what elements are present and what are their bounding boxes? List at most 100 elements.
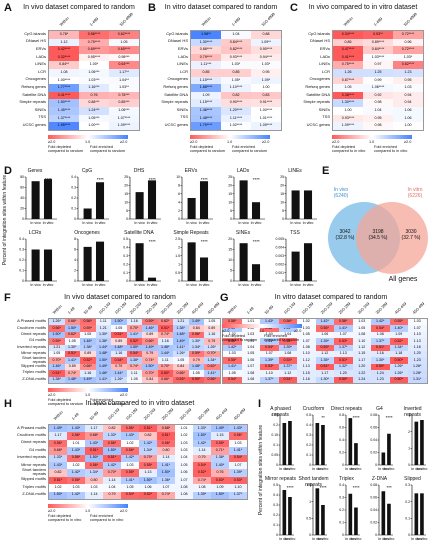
- d-tick-label: 0: [74, 217, 76, 221]
- d-bar: [31, 181, 40, 219]
- heatmap-g-cell: 1.30*: [315, 376, 334, 383]
- heatmap-g-cell: 0.51*: [315, 363, 334, 371]
- heatmap-g-cell: 1.12: [315, 350, 334, 358]
- heatmap-f-cell: 1.46*: [157, 344, 173, 351]
- heatmap-g-legend-mid: 1.0: [259, 329, 265, 333]
- i-tick-label: 0: [408, 533, 410, 537]
- panel-label-a: A: [4, 2, 12, 14]
- venn-in-vitro-name: In vitro: [407, 187, 423, 193]
- heatmap-g-cell: 1.08: [371, 331, 390, 339]
- d-bar: [251, 264, 261, 281]
- d-tick-label: 25: [228, 175, 232, 179]
- venn-in-vivo-label: In vivo (6240): [326, 187, 356, 199]
- i-x-label: In vitro: [318, 537, 329, 541]
- i-tick-label: 0: [309, 463, 311, 467]
- heatmap-g-cell: 0.56*: [278, 319, 297, 326]
- heatmap-f-cell: 1.48*: [173, 331, 189, 339]
- d-x-label: In vitro: [147, 221, 158, 225]
- heatmap-b-row-label: LINEs: [177, 61, 188, 67]
- heatmap-c-row-label: Satellite DNA: [306, 91, 330, 97]
- d-tick-label: 15: [124, 192, 128, 196]
- i-tick-label: 0.4: [339, 438, 344, 442]
- heatmap-h-cell: 0.68*: [49, 447, 67, 455]
- heatmap-b-row-label: UCSC genes: [164, 121, 188, 127]
- heatmap-h-cell: 0.53*: [211, 476, 229, 485]
- d-chart: Satellite DNA 0 0.1 0.2 0.3 0.4 0.5 In vivo In v…: [114, 230, 164, 290]
- i-bar: [381, 452, 386, 465]
- i-chart: Triplex 0 0.1 0.2 0.3 0.4 In vivo In vitro ****: [330, 476, 363, 544]
- heatmap-f-cell: 0.54*: [111, 357, 127, 364]
- heatmap-h-cell: 1.42*: [139, 439, 157, 448]
- i-axis: [312, 415, 327, 466]
- d-axis: [77, 239, 109, 282]
- i-tick-label: 0.06: [370, 426, 377, 430]
- d-axis: [129, 239, 161, 282]
- heatmap-g-cell: 1.03: [408, 319, 427, 326]
- d-bar: [199, 257, 209, 281]
- heatmap-c-legend: ≥2.0 1.0 ≥2.0 Fold depleted compared to in …: [332, 134, 422, 155]
- i-tick-label: 0.1: [405, 517, 410, 521]
- heatmap-h-cell: 0.55*: [211, 439, 229, 448]
- heatmap-b-cell: 1.30****: [191, 38, 221, 47]
- heatmap-a-cell: 0.98***: [109, 53, 139, 62]
- heatmap-g-cell: 1.37*: [334, 344, 353, 351]
- i-significance: ****: [386, 415, 393, 420]
- heatmap-h-cell: 0.55*: [139, 461, 157, 470]
- heatmap-f-cell: 1.05: [49, 350, 65, 358]
- d-tick-label: 0: [126, 279, 128, 283]
- d-significance: ****: [253, 177, 260, 182]
- heatmap-f-row-label: Slipped motifs: [20, 362, 46, 368]
- i-significance: **: [321, 415, 325, 420]
- heatmap-h-cell: 1.06: [139, 484, 157, 492]
- d-chart-title: TSS: [290, 230, 300, 236]
- i-tick-label: 0.3: [405, 483, 410, 487]
- heatmap-c-row-label: Oncogenes: [309, 76, 330, 82]
- heatmap-f-col-label: 300-349: [159, 301, 174, 315]
- i-bar: [321, 425, 325, 465]
- i-bar: [420, 420, 424, 465]
- heatmap-b-cell: 1.09**: [251, 38, 281, 47]
- heatmap-b-cell: 0.93****: [221, 53, 251, 62]
- heatmap-f-cell: 0.84: [142, 376, 158, 383]
- heatmap-f-cell: 0.51*: [49, 370, 65, 377]
- d-ylabel: Percent of integration sites within feat…: [2, 174, 8, 266]
- venn-right-region: 3030 (32.7 %): [396, 229, 426, 241]
- heatmap-f-cell: 1.30*: [95, 331, 111, 339]
- i-tick-label: 0.02: [370, 451, 377, 455]
- i-tick-label: 0.08: [370, 483, 377, 487]
- heatmap-f-cell: 1.38*: [173, 325, 189, 332]
- heatmap-f-cell: 1.41*: [126, 331, 142, 339]
- heatmap-f-cell: 1.44*: [111, 370, 127, 377]
- heatmap-h-col-label: 50-99: [88, 410, 100, 421]
- heatmap-f-cell: 0.89: [64, 363, 80, 371]
- heatmap-h-cell: 1.50*: [193, 432, 211, 440]
- heatmap-g-cell: 1.18: [389, 350, 408, 358]
- heatmap-g-cell: 0.56*: [223, 319, 242, 326]
- d-tick-label: 0.001: [276, 271, 285, 275]
- d-tick-label: 0.005: [276, 237, 285, 241]
- heatmap-f-cell: 1.21: [173, 319, 189, 326]
- heatmap-h-cell: 1.02: [67, 461, 85, 470]
- heatmap-b-cell: 0.85: [221, 68, 251, 77]
- heatmap-h-col-label: 300-349: [178, 407, 193, 421]
- heatmap-h-cell: 0.70*: [103, 469, 121, 477]
- venn-left-pct: (32.8 %): [335, 234, 355, 241]
- d-axis: [181, 239, 213, 282]
- heatmap-c-cell: 0.92: [363, 91, 393, 100]
- heatmap-a-cell: 1.50****: [49, 99, 79, 107]
- heatmap-g-cell: 1.17: [352, 357, 371, 364]
- heatmap-a-legend-mid: 1.0: [85, 139, 91, 144]
- i-tick-label: 0.08: [370, 413, 377, 417]
- venn-circle-in-vitro: [356, 202, 428, 274]
- d-bar: [291, 251, 300, 281]
- d-tick-label: 25: [280, 175, 284, 179]
- heatmap-g-cell: 0.50*: [389, 376, 408, 383]
- heatmap-g-cell: 1.37*: [371, 338, 390, 345]
- heatmap-g-cell: 1.08: [297, 344, 316, 351]
- d-axis: [233, 239, 265, 282]
- heatmap-b-legend-bar: [190, 134, 270, 139]
- heatmap-h-cell: 1.07: [229, 461, 247, 470]
- heatmap-g-col-label: 100-149: [282, 301, 297, 315]
- heatmap-g-cell: 1.08: [352, 331, 371, 339]
